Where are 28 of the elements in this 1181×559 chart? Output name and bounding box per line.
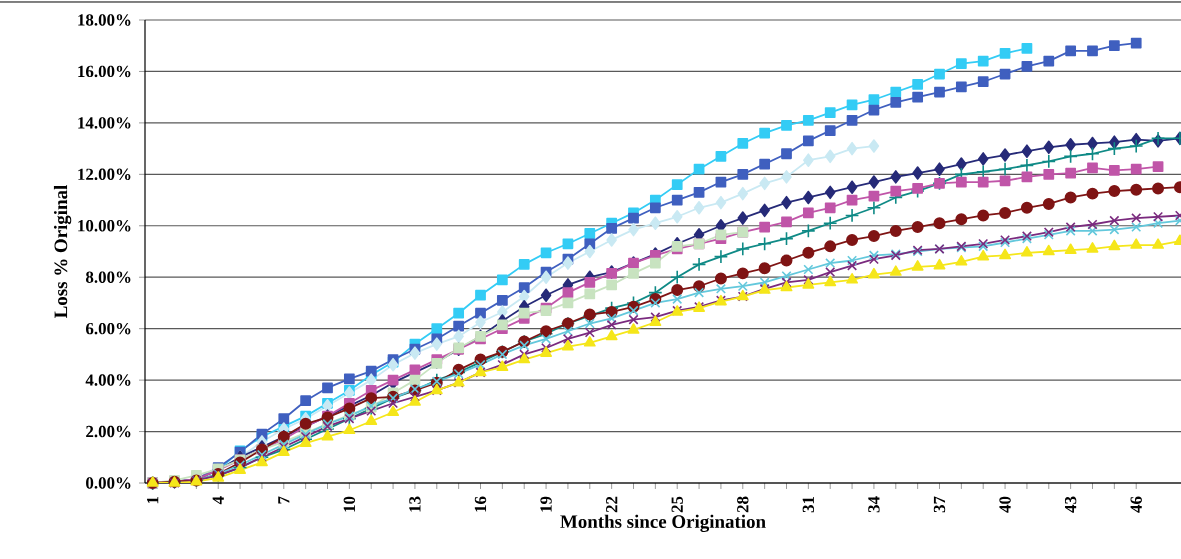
y-tick-label: 18.00% (78, 14, 131, 26)
x-tick-label: 1 (147, 496, 159, 504)
x-tick-label: 28 (737, 496, 749, 513)
x-tick-label: 4 (212, 496, 224, 505)
x-tick-label: 16 (474, 496, 487, 512)
y-tick-label: 16.00% (78, 65, 131, 78)
x-tick-label: 43 (1064, 496, 1077, 513)
y-tick-label: 10.00% (78, 220, 131, 232)
y-tick-label: 12.00% (78, 168, 131, 181)
x-tick-label: 19 (540, 496, 552, 512)
x-tick-label: 25 (671, 496, 683, 513)
x-tick-label: 22 (606, 496, 618, 513)
x-tick-label: 40 (999, 496, 1011, 513)
y-tick-label: 8.00% (85, 271, 131, 283)
x-tick-label: 46 (1130, 496, 1142, 513)
x-tick-label: 37 (933, 496, 946, 513)
x-tick-label: 10 (343, 496, 356, 512)
y-tick-label: 0.00% (86, 477, 131, 489)
y-tick-label: 14.00% (78, 117, 131, 129)
x-axis-title: Months since Origination (560, 514, 766, 532)
y-tick-label: 4.00% (85, 374, 131, 386)
x-tick-label: 31 (802, 496, 815, 513)
y-axis-title: Loss % Original (53, 185, 72, 318)
x-tick-label: 7 (278, 496, 290, 504)
x-tick-label: 34 (868, 496, 880, 513)
y-tick-label: 6.00% (86, 322, 131, 335)
x-tick-label: 13 (409, 496, 421, 512)
y-tick-label: 2.00% (86, 425, 131, 438)
